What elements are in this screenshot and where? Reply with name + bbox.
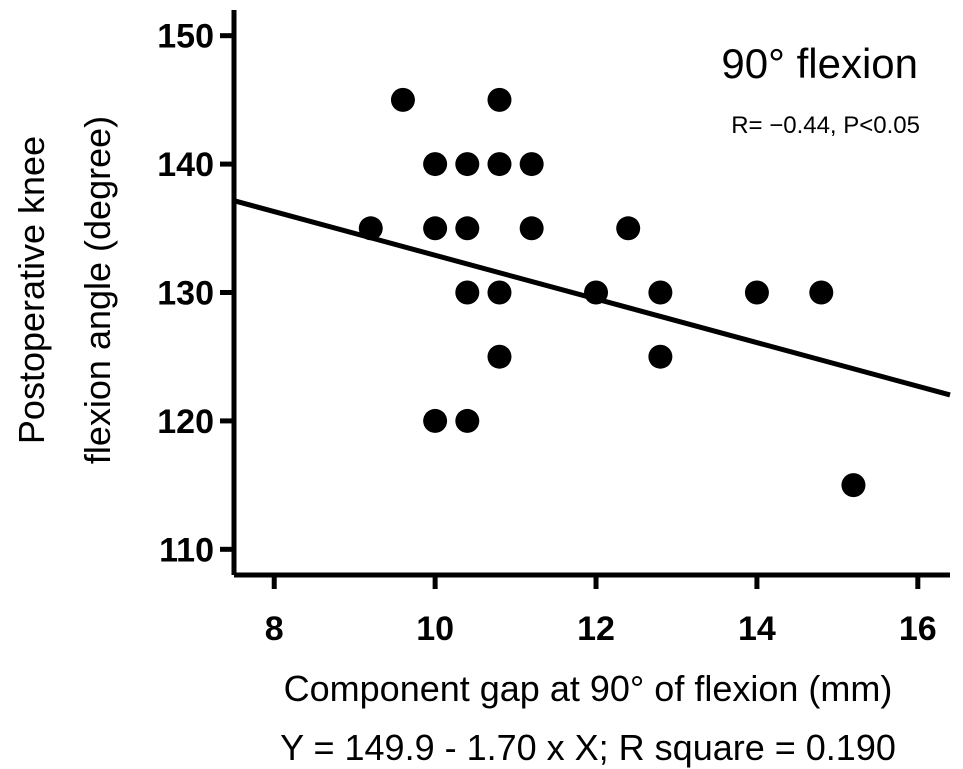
x-tick-label: 14 — [738, 610, 776, 648]
y-ticks: 110 120 130 140 150 — [157, 18, 234, 569]
panel-title: 90° flexion — [721, 40, 918, 87]
x-tick-label: 16 — [899, 610, 937, 648]
data-point — [455, 152, 480, 177]
data-point — [648, 280, 673, 305]
data-point — [744, 280, 769, 305]
x-tick-label: 12 — [577, 610, 615, 648]
data-point — [487, 87, 512, 112]
data-point — [519, 216, 544, 241]
data-point — [390, 87, 415, 112]
data-point — [584, 280, 609, 305]
data-point — [455, 280, 480, 305]
y-tick-label: 110 — [159, 531, 214, 569]
data-point — [423, 216, 448, 241]
data-point — [616, 216, 641, 241]
data-point — [423, 152, 448, 177]
data-point — [841, 473, 866, 498]
data-point — [519, 152, 544, 177]
regression-equation: Y = 149.9 - 1.70 x X; R square = 0.190 — [280, 727, 896, 768]
y-tick-label: 130 — [157, 275, 214, 313]
data-point — [358, 216, 383, 241]
data-points — [358, 87, 866, 498]
stats-annotation: R= −0.44, P<0.05 — [731, 112, 920, 139]
data-point — [455, 408, 480, 433]
x-ticks: 8 10 12 14 16 — [265, 575, 937, 648]
data-point — [455, 216, 480, 241]
data-point — [487, 152, 512, 177]
data-point — [487, 280, 512, 305]
y-tick-label: 120 — [157, 403, 214, 441]
x-tick-label: 8 — [265, 610, 284, 648]
x-axis-title: Component gap at 90° of flexion (mm) — [284, 668, 893, 709]
y-axis-title-line2: flexion angle (degree) — [77, 116, 118, 464]
x-tick-label: 10 — [416, 610, 454, 648]
data-point — [423, 408, 448, 433]
y-tick-label: 150 — [157, 18, 214, 56]
data-point — [487, 344, 512, 369]
y-tick-label: 140 — [157, 146, 214, 184]
data-point — [648, 344, 673, 369]
y-axis-title-line1: Postoperative knee — [11, 136, 52, 444]
data-point — [809, 280, 834, 305]
